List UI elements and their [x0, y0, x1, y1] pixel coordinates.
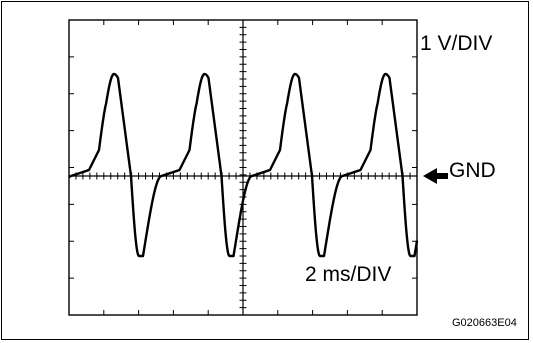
ground-label: GND: [449, 159, 496, 182]
figure-frame: [1, 1, 529, 340]
signal-waveform: [68, 72, 419, 258]
figure-code: G020663E04: [452, 317, 517, 329]
vertical-scale-label: 1 V/DIV: [420, 32, 493, 55]
ground-arrow-icon: [423, 168, 448, 184]
time-scale-label: 2 ms/DIV: [305, 263, 392, 286]
